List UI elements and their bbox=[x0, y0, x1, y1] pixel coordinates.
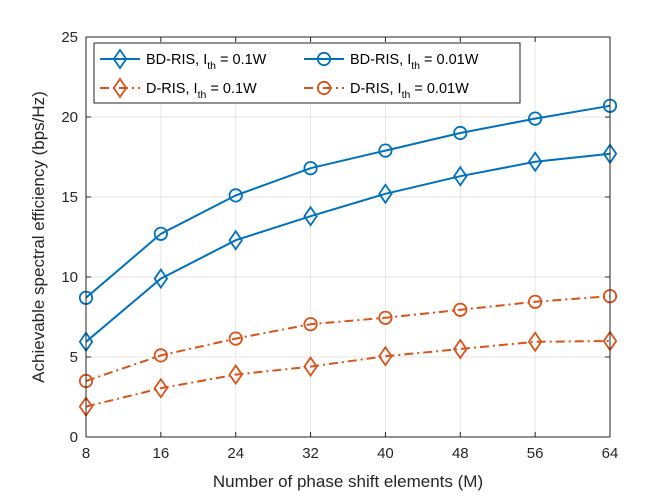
legend-marker bbox=[112, 77, 128, 99]
data-point bbox=[303, 317, 318, 332]
data-point bbox=[303, 205, 318, 227]
series-2 bbox=[78, 330, 618, 418]
data-point bbox=[153, 348, 168, 363]
legend-label: D-RIS, Ith = 0.01W bbox=[350, 81, 469, 101]
y-tick-label: 25 bbox=[61, 29, 78, 46]
data-point bbox=[228, 229, 244, 251]
legend-label: D-RIS, Ith = 0.1W bbox=[146, 81, 257, 101]
axes bbox=[85, 36, 611, 438]
data-point bbox=[303, 356, 318, 378]
series-1 bbox=[78, 98, 618, 305]
data-point bbox=[378, 345, 393, 367]
series-line bbox=[85, 340, 611, 408]
data-point bbox=[452, 338, 468, 360]
y-tick-label: 15 bbox=[61, 189, 78, 206]
legend-marker bbox=[316, 80, 332, 96]
data-point bbox=[528, 111, 543, 126]
legend-box bbox=[93, 42, 521, 104]
series-layer bbox=[78, 98, 618, 418]
legend-label-subscript: th bbox=[402, 89, 411, 101]
data-point bbox=[378, 183, 393, 205]
legend-label-main: BD-RIS, I bbox=[146, 52, 207, 68]
legend-item-2: D-RIS, Ith = 0.1W bbox=[100, 77, 257, 101]
legend-item-0: BD-RIS, Ith = 0.1W bbox=[100, 48, 267, 72]
data-point bbox=[153, 268, 169, 290]
x-tick-label: 64 bbox=[602, 445, 619, 462]
ticks: 8 16 24 32 40 48 56 64 0 5 10 15 20 25 bbox=[61, 29, 618, 462]
x-tick-label: 24 bbox=[227, 445, 244, 462]
data-point bbox=[228, 331, 243, 346]
series-line bbox=[85, 104, 611, 299]
series-line bbox=[85, 295, 611, 382]
legend-label-tail: = 0.01W bbox=[410, 81, 469, 97]
x-tick-label: 56 bbox=[527, 445, 544, 462]
legend-label-tail: = 0.01W bbox=[420, 52, 479, 68]
y-tick-label: 10 bbox=[61, 269, 78, 286]
data-point bbox=[228, 188, 243, 203]
data-point bbox=[528, 294, 543, 309]
y-axis-label: Achievable spectral efficiency (bps/Hz) bbox=[29, 91, 48, 383]
series-3 bbox=[78, 289, 618, 389]
data-point bbox=[527, 331, 543, 353]
legend-label-main: BD-RIS, I bbox=[350, 52, 411, 68]
data-point bbox=[303, 161, 318, 176]
x-tick-label: 32 bbox=[302, 445, 319, 462]
legend-item-1: BD-RIS, Ith = 0.01W bbox=[304, 51, 479, 72]
series-line bbox=[85, 152, 611, 343]
x-tick-label: 16 bbox=[153, 445, 170, 462]
plot-frame bbox=[85, 36, 611, 438]
legend-label-subscript: th bbox=[411, 60, 420, 72]
y-tick-label: 5 bbox=[70, 349, 78, 366]
legend-marker bbox=[316, 51, 332, 67]
y-tick-label: 20 bbox=[61, 109, 78, 126]
legend: BD-RIS, Ith = 0.1W BD-RIS, Ith = 0.01WD-R… bbox=[93, 42, 521, 104]
data-point bbox=[453, 302, 468, 317]
legend-label-tail: = 0.1W bbox=[206, 81, 257, 97]
legend-label-subscript: th bbox=[207, 60, 216, 72]
legend-label-subscript: th bbox=[198, 89, 207, 101]
legend-item-3: D-RIS, Ith = 0.01W bbox=[304, 80, 469, 101]
legend-label-tail: = 0.1W bbox=[216, 52, 267, 68]
legend-label: BD-RIS, Ith = 0.01W bbox=[350, 52, 479, 72]
y-tick-label: 0 bbox=[70, 429, 78, 446]
data-point bbox=[153, 377, 169, 399]
x-tick-label: 8 bbox=[82, 445, 90, 462]
data-point bbox=[378, 310, 393, 325]
data-point bbox=[378, 143, 393, 158]
x-tick-label: 48 bbox=[452, 445, 469, 462]
data-point bbox=[453, 125, 468, 141]
legend-label-main: D-RIS, I bbox=[350, 81, 402, 97]
x-axis-label: Number of phase shift elements (M) bbox=[213, 472, 483, 491]
x-tick-label: 40 bbox=[377, 445, 394, 462]
data-point bbox=[452, 165, 468, 187]
data-point bbox=[153, 226, 168, 241]
legend-marker bbox=[112, 48, 128, 70]
series-0 bbox=[78, 143, 618, 353]
legend-label-main: D-RIS, I bbox=[146, 81, 198, 97]
data-point bbox=[527, 151, 543, 173]
data-point bbox=[228, 364, 244, 386]
legend-label: BD-RIS, Ith = 0.1W bbox=[146, 52, 267, 72]
